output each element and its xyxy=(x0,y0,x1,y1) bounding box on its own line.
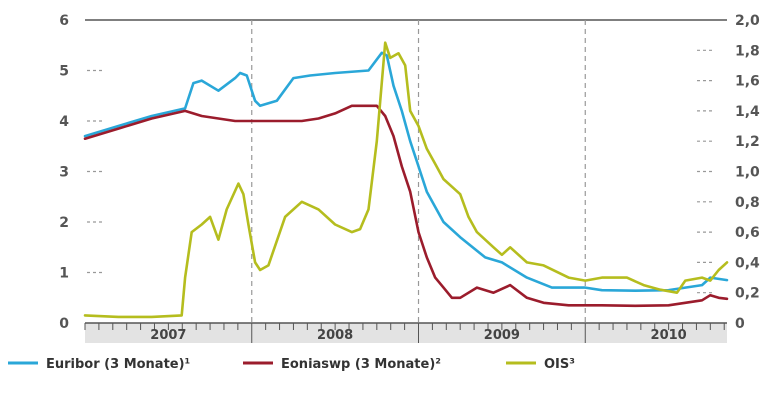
euribor-line xyxy=(83,51,729,293)
ois-line xyxy=(83,41,729,319)
grid-layer xyxy=(85,19,727,323)
year-label: 2007 xyxy=(150,328,186,343)
right-tick-label: 1,4 xyxy=(735,104,760,120)
eonia-swap-line xyxy=(83,104,729,308)
left-tick-label: 2 xyxy=(59,215,69,231)
right-tick-label: 0,8 xyxy=(735,195,760,211)
left-tick-label: 5 xyxy=(59,64,69,80)
legend-label-ois-line: OIS³ xyxy=(544,357,575,372)
left-tick-label: 0 xyxy=(59,316,69,332)
year-label: 2009 xyxy=(484,328,520,343)
right-tick-label: 0,2 xyxy=(735,286,760,302)
left-tick-label: 6 xyxy=(59,13,69,29)
year-label: 2008 xyxy=(317,328,353,343)
right-tick-label: 1,2 xyxy=(735,134,760,150)
legend-label-eonia-swap-line: Eoniaswp (3 Monate)² xyxy=(281,357,441,372)
left-tick-label: 1 xyxy=(59,266,69,282)
year-band xyxy=(85,323,727,343)
right-tick-label: 2,0 xyxy=(735,13,760,29)
right-tick-label: 1,6 xyxy=(735,74,760,90)
left-tick-label: 4 xyxy=(59,114,69,130)
year-label: 2010 xyxy=(651,328,687,343)
legend: Euribor (3 Monate)¹ Eoniaswp (3 Monate)² O… xyxy=(8,357,575,372)
legend-label-euribor-line: Euribor (3 Monate)¹ xyxy=(46,357,190,372)
right-tick-label: 1,0 xyxy=(735,165,760,181)
right-tick-label: 0,4 xyxy=(735,255,760,271)
right-tick-label: 0 xyxy=(735,316,745,332)
axis-layer: 0 1 2 3 4 5 6 0 0,2 0,4 0,6 0,8 1,0 1,2 1,4 1,6 1,8 2,0 20… xyxy=(59,13,760,343)
year-axis-band xyxy=(84,322,727,343)
right-tick-label: 0,6 xyxy=(735,225,760,241)
right-tick-label: 1,8 xyxy=(735,43,760,59)
series-layer xyxy=(83,41,729,319)
left-tick-label: 3 xyxy=(59,165,69,181)
